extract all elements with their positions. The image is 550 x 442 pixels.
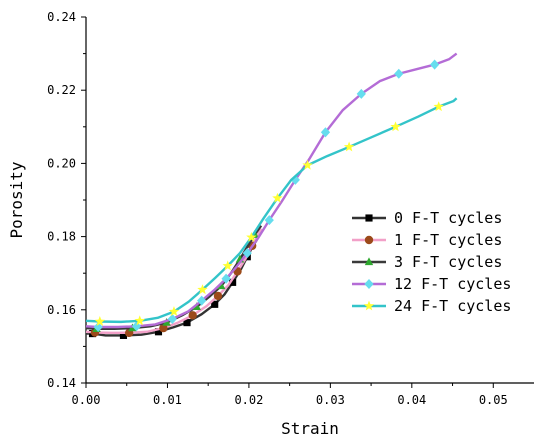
data-point (229, 278, 237, 286)
data-point (242, 248, 252, 259)
legend-entry: 1 F-T cycles (352, 231, 502, 249)
y-tick-label: 0.16 (47, 303, 76, 317)
data-point (94, 316, 106, 326)
data-point (154, 328, 163, 336)
legend-entry: 0 F-T cycles (352, 209, 502, 227)
data-point (430, 59, 440, 70)
data-point (433, 101, 444, 112)
data-point (222, 260, 233, 271)
x-tick-label: 0.00 (72, 393, 101, 407)
y-axis-title: Porosity (7, 161, 26, 238)
data-point (131, 321, 142, 332)
series-3 (85, 52, 458, 333)
data-point (246, 231, 257, 242)
legend-entry: 3 F-T cycles (352, 253, 502, 271)
data-point (168, 306, 180, 317)
data-point (211, 300, 219, 308)
legend-label: 12 F-T cycles (394, 275, 511, 293)
data-point (290, 174, 300, 185)
series-layer (85, 52, 458, 339)
data-point (302, 159, 313, 170)
data-point (394, 68, 404, 79)
x-tick-label: 0.03 (316, 393, 345, 407)
legend-marker (365, 214, 373, 222)
y-tick-label: 0.20 (47, 156, 76, 170)
legend-label: 0 F-T cycles (394, 209, 502, 227)
data-point (343, 141, 355, 152)
legend-entry: 12 F-T cycles (352, 275, 511, 293)
data-point (217, 281, 226, 290)
data-point (188, 311, 197, 320)
data-point (264, 215, 274, 226)
data-point (183, 319, 191, 327)
x-tick-label: 0.05 (479, 393, 508, 407)
y-tick-label: 0.18 (47, 230, 76, 244)
x-tick-label: 0.04 (397, 393, 426, 407)
x-axis-title: Strain (281, 419, 339, 438)
data-point (213, 291, 223, 301)
data-point (197, 295, 207, 306)
data-point (356, 88, 366, 99)
data-point (93, 321, 103, 333)
data-point (192, 302, 201, 311)
data-point (272, 192, 283, 203)
legend-marker (364, 257, 374, 266)
legend-entry: 24 F-T cycles (352, 297, 511, 315)
x-tick-label: 0.01 (153, 393, 182, 407)
y-tick-label: 0.22 (47, 83, 76, 97)
data-point (167, 313, 177, 324)
legend-marker (364, 278, 374, 290)
legend-label: 24 F-T cycles (394, 297, 511, 315)
data-point (197, 284, 208, 295)
data-point (134, 315, 145, 326)
data-point (221, 273, 231, 284)
data-point (320, 127, 331, 138)
series-4 (85, 97, 458, 326)
legend-label: 1 F-T cycles (394, 231, 502, 249)
y-tick-label: 0.14 (47, 376, 76, 390)
data-point (119, 331, 128, 339)
legend: 0 F-T cycles 1 F-T cycles 3 F-T cycles 12 F… (352, 209, 511, 315)
data-point (390, 121, 401, 132)
legend-label: 3 F-T cycles (394, 253, 502, 271)
legend-marker (363, 300, 375, 311)
x-tick-label: 0.02 (234, 393, 263, 407)
legend-marker (364, 235, 374, 245)
data-point (159, 323, 168, 333)
y-tick-label: 0.24 (47, 10, 76, 24)
axes: 0.00 0.01 0.02 0.03 0.04 0.05 0.14 0.16 0.18 0.20… (47, 10, 534, 407)
